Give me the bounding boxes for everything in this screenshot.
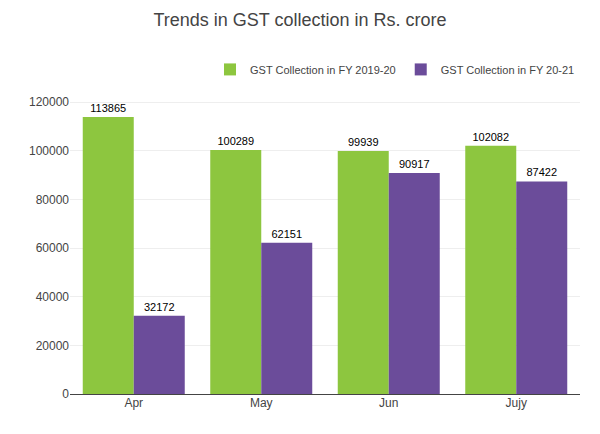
svg-text:Apr: Apr: [124, 396, 143, 410]
svg-text:20000: 20000: [36, 339, 70, 353]
svg-text:60000: 60000: [36, 241, 70, 255]
svg-text:99939: 99939: [348, 136, 379, 148]
svg-text:Jun: Jun: [379, 396, 398, 410]
svg-text:Trends in GST collection in Rs: Trends in GST collection in Rs. crore: [153, 10, 446, 30]
svg-text:100289: 100289: [217, 135, 254, 147]
svg-text:90917: 90917: [399, 158, 430, 170]
svg-text:May: May: [250, 396, 273, 410]
svg-text:GST Collection in FY 20-21: GST Collection in FY 20-21: [441, 64, 575, 76]
svg-text:0: 0: [62, 387, 69, 401]
svg-text:32172: 32172: [144, 301, 175, 313]
svg-text:87422: 87422: [526, 166, 557, 178]
svg-text:Jujy: Jujy: [506, 396, 527, 410]
svg-text:40000: 40000: [36, 290, 70, 304]
svg-text:120000: 120000: [29, 95, 69, 109]
svg-text:113865: 113865: [90, 102, 126, 114]
svg-text:62151: 62151: [271, 228, 302, 240]
svg-text:100000: 100000: [29, 144, 69, 158]
svg-text:80000: 80000: [36, 193, 70, 207]
svg-text:102082: 102082: [472, 131, 509, 143]
svg-text:GST Collection in FY 2019-20: GST Collection in FY 2019-20: [250, 64, 396, 76]
